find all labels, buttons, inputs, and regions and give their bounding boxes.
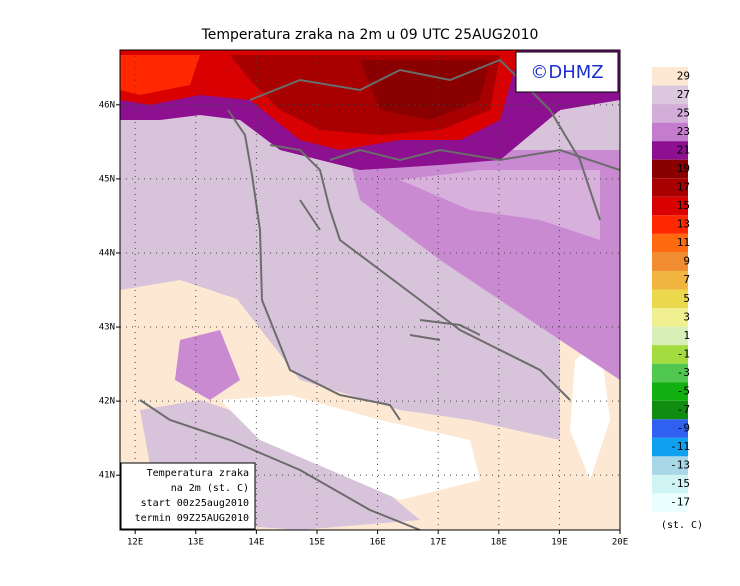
logo: ©DHMZ bbox=[530, 62, 603, 83]
info-line: na 2m (st. C) bbox=[171, 483, 249, 494]
legend-swatch bbox=[652, 104, 688, 123]
title: Temperatura zraka na 2m u 09 UTC 25AUG20… bbox=[201, 27, 539, 43]
legend-label: 29 bbox=[677, 69, 690, 82]
legend-swatch bbox=[652, 326, 688, 346]
legend-label: -7 bbox=[677, 403, 690, 416]
legend-swatch bbox=[652, 122, 688, 142]
legend-label: 23 bbox=[677, 125, 690, 138]
info-box bbox=[120, 462, 256, 530]
color-legend: 29 27 25 23 21 19 17 15 13 11 9 7 5 3 1 -1 -3 -5 -7 -9 -11 -1… bbox=[652, 67, 690, 512]
y-tick-label: 45N bbox=[99, 174, 115, 184]
legend-swatch bbox=[652, 474, 688, 494]
legend-swatch bbox=[652, 141, 688, 160]
legend-label: 11 bbox=[677, 236, 690, 249]
legend-swatch bbox=[652, 382, 688, 401]
legend-label: -3 bbox=[677, 366, 690, 379]
legend-label: 13 bbox=[677, 218, 690, 231]
info-line: Temperatura zraka bbox=[147, 468, 249, 479]
legend-swatch bbox=[652, 178, 688, 197]
info-text: Temperatura zraka na 2m (st. C) start 00z2… bbox=[135, 468, 249, 524]
x-tick-label: 17E bbox=[430, 538, 446, 548]
legend-swatch bbox=[652, 85, 688, 105]
legend-swatch bbox=[652, 196, 688, 216]
legend-swatch bbox=[652, 252, 688, 271]
x-tick-label: 15E bbox=[309, 538, 325, 548]
legend-swatch bbox=[652, 493, 688, 512]
legend-swatch bbox=[652, 456, 688, 475]
legend-label: 9 bbox=[683, 255, 690, 268]
legend-label: 15 bbox=[677, 199, 690, 212]
legend-swatch bbox=[652, 67, 688, 86]
map-frame bbox=[119, 49, 621, 531]
map-field bbox=[120, 50, 620, 530]
legend-label: -1 bbox=[677, 347, 690, 360]
legend-swatch bbox=[652, 400, 688, 420]
logo-box bbox=[515, 51, 619, 93]
legend-label: 7 bbox=[683, 273, 690, 286]
x-tick-label: 13E bbox=[188, 538, 204, 548]
legend-label: -5 bbox=[677, 384, 690, 397]
legend-swatch bbox=[652, 437, 688, 457]
legend-label: 3 bbox=[683, 310, 690, 323]
x-tick-label: 18E bbox=[491, 538, 507, 548]
legend-swatch bbox=[652, 289, 688, 309]
legend-label: -11 bbox=[670, 440, 690, 453]
legend-label: 19 bbox=[677, 162, 690, 175]
legend-swatch bbox=[652, 345, 688, 364]
y-tick-label: 41N bbox=[99, 471, 115, 481]
legend-unit: (st. C) bbox=[661, 520, 703, 531]
legend-label: -17 bbox=[670, 496, 690, 509]
legend-swatch bbox=[652, 215, 688, 234]
legend-label: -13 bbox=[670, 459, 690, 472]
legend-label: 5 bbox=[683, 292, 690, 305]
x-tick-label: 14E bbox=[248, 538, 264, 548]
legend-swatch bbox=[652, 308, 688, 327]
x-tick-label: 12E bbox=[127, 538, 143, 548]
legend-label: -9 bbox=[677, 422, 690, 435]
y-tick-label: 46N bbox=[99, 100, 115, 110]
info-line: start 00z25aug2010 bbox=[141, 498, 249, 509]
legend-swatch bbox=[652, 419, 688, 438]
legend-swatch bbox=[652, 270, 688, 290]
legend-label: 17 bbox=[677, 181, 690, 194]
legend-swatch bbox=[652, 233, 688, 253]
y-tick-label: 43N bbox=[99, 323, 115, 333]
x-tick-label: 20E bbox=[612, 538, 628, 548]
y-tick-label: 42N bbox=[99, 397, 115, 407]
x-tick-label: 19E bbox=[551, 538, 567, 548]
legend-swatch bbox=[652, 363, 688, 383]
legend-label: 27 bbox=[677, 88, 690, 101]
legend-swatch bbox=[652, 159, 688, 179]
legend-label: 1 bbox=[683, 329, 690, 342]
legend-label: 25 bbox=[677, 106, 690, 119]
info-line: termin 09Z25AUG2010 bbox=[135, 513, 249, 524]
x-tick-label: 16E bbox=[369, 538, 385, 548]
legend-label: -15 bbox=[670, 477, 690, 490]
y-tick-label: 44N bbox=[99, 248, 115, 258]
legend-label: 21 bbox=[677, 143, 690, 156]
